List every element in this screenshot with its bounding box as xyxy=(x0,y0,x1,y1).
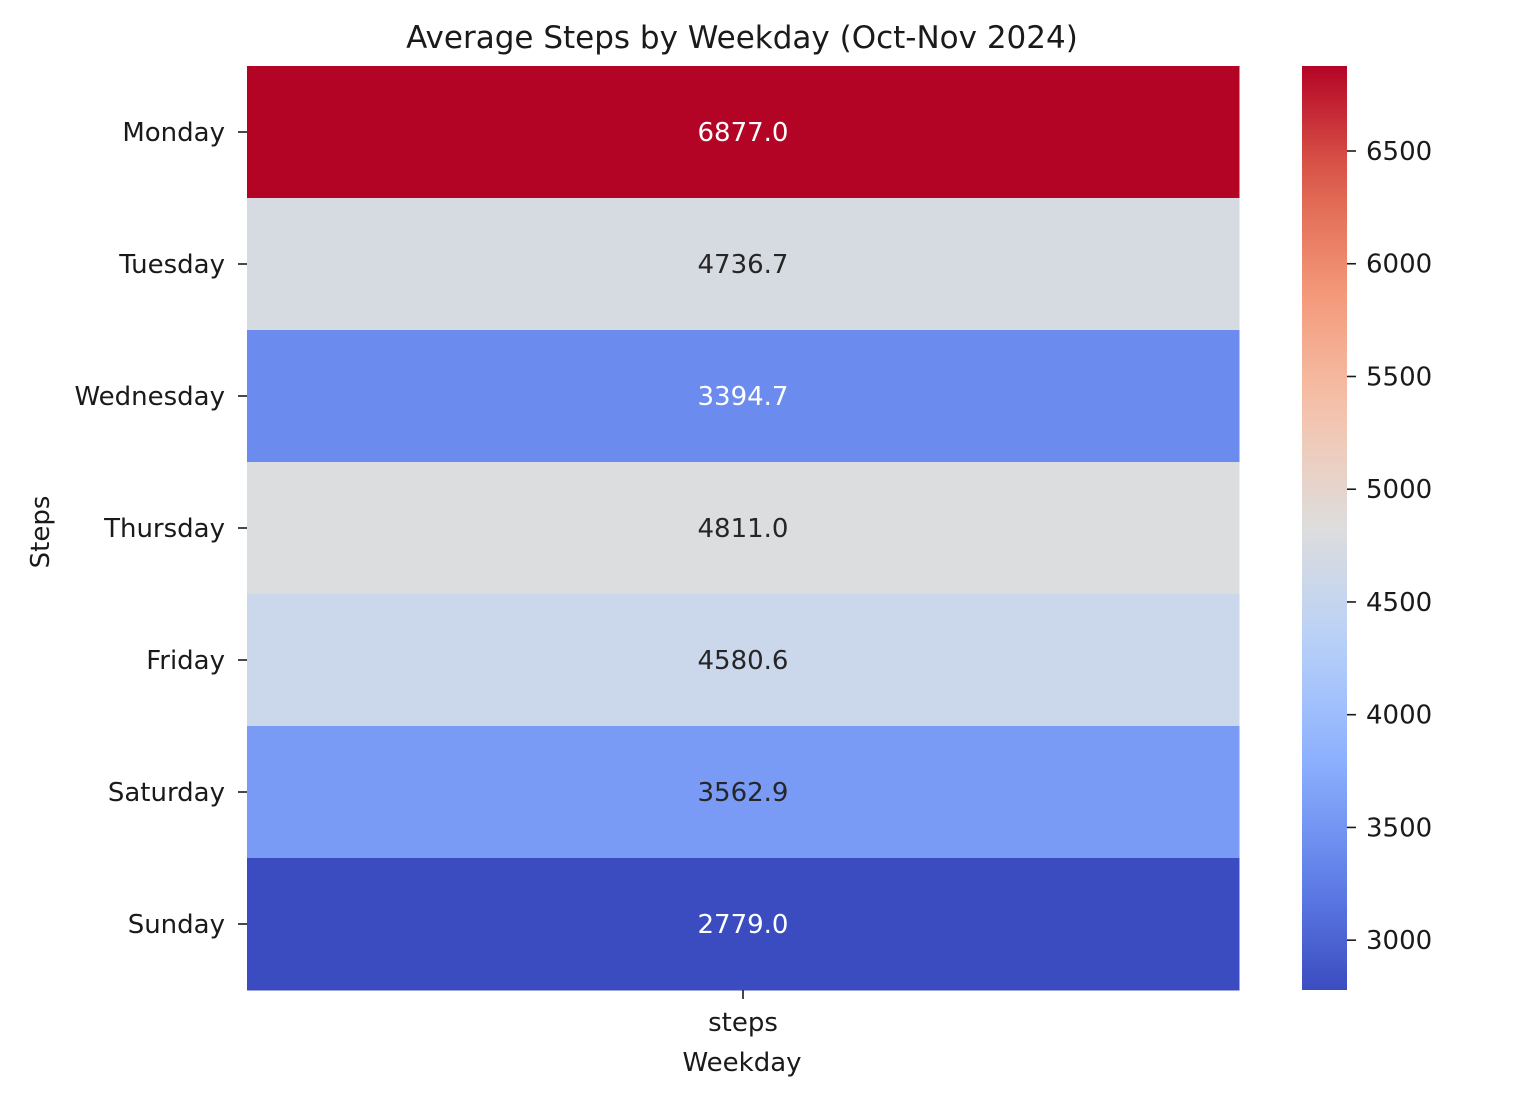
y-tick-label: Sunday xyxy=(128,910,225,940)
x-tick-labels: steps xyxy=(708,990,778,1038)
colorbar-tick-label: 3000 xyxy=(1366,926,1432,956)
heatmap-cells: 6877.0 4736.7 3394.7 4811.0 4580.6 3562.9 2779… xyxy=(247,66,1240,991)
y-axis-label: Steps xyxy=(26,496,56,569)
colorbar-tick-label: 3500 xyxy=(1366,813,1432,843)
y-tick-label: Thursday xyxy=(103,514,225,544)
x-axis-label: Weekday xyxy=(682,1048,801,1078)
y-tick-label: Wednesday xyxy=(74,382,225,412)
heatmap-cell xyxy=(247,726,1240,859)
colorbar-tick-label: 5500 xyxy=(1366,362,1432,392)
heatmap-cell xyxy=(247,462,1240,595)
cell-value-label: 4811.0 xyxy=(698,514,789,544)
cell-value-label: 3562.9 xyxy=(698,778,789,808)
heatmap-cell xyxy=(247,66,1240,199)
colorbar-tick-label: 4500 xyxy=(1366,588,1432,618)
y-tick-label: Saturday xyxy=(108,778,225,808)
colorbar-tick-label: 5000 xyxy=(1366,475,1432,505)
cell-value-label: 3394.7 xyxy=(698,382,789,412)
y-tick-label: Friday xyxy=(146,646,225,676)
chart-title: Average Steps by Weekday (Oct-Nov 2024) xyxy=(406,20,1078,56)
colorbar-tick-label: 4000 xyxy=(1366,701,1432,731)
heatmap-cell xyxy=(247,858,1240,991)
colorbar-ticks: 3000 3500 4000 4500 5000 5500 6000 6500 xyxy=(1347,137,1432,956)
colorbar-tick-label: 6000 xyxy=(1366,250,1432,280)
y-tick-label: Tuesday xyxy=(118,250,225,280)
heatmap-cell xyxy=(247,330,1240,463)
x-tick-label: steps xyxy=(708,1008,778,1038)
cell-value-label: 2779.0 xyxy=(698,910,789,940)
cell-value-label: 6877.0 xyxy=(698,118,789,148)
cell-value-label: 4580.6 xyxy=(698,646,789,676)
heatmap-cell xyxy=(247,594,1240,727)
cell-value-label: 4736.7 xyxy=(698,250,789,280)
heatmap-cell xyxy=(247,198,1240,331)
colorbar-tick-label: 6500 xyxy=(1366,137,1432,167)
colorbar xyxy=(1302,66,1347,990)
y-tick-labels: Monday Tuesday Wednesday Thursday Friday Satu… xyxy=(74,118,247,940)
y-tick-label: Monday xyxy=(122,118,225,148)
